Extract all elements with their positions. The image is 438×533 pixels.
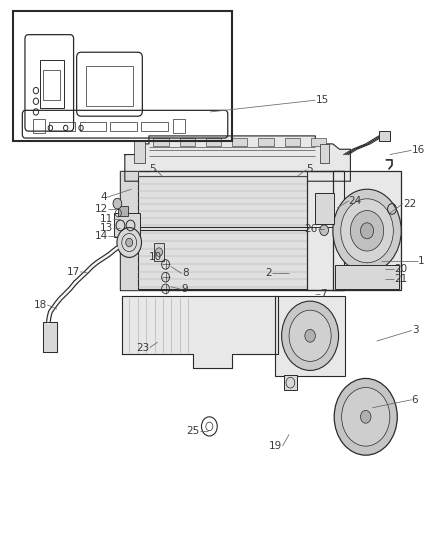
Bar	[118, 206, 128, 216]
Bar	[315, 193, 334, 224]
Bar	[110, 122, 137, 131]
Bar	[285, 138, 300, 146]
Bar	[86, 66, 133, 106]
Bar	[33, 119, 45, 133]
Text: 2: 2	[265, 268, 272, 278]
Bar	[275, 296, 345, 376]
Bar	[141, 122, 168, 131]
Circle shape	[282, 301, 339, 370]
Bar	[311, 138, 326, 146]
Polygon shape	[122, 296, 278, 368]
Text: 13: 13	[100, 223, 113, 232]
Bar	[232, 138, 247, 146]
Circle shape	[350, 211, 384, 251]
Text: 10: 10	[149, 252, 162, 262]
Text: 19: 19	[269, 441, 283, 451]
Polygon shape	[43, 322, 57, 352]
Bar	[173, 119, 185, 133]
Bar	[43, 70, 60, 100]
Text: 26: 26	[305, 224, 318, 234]
Text: 25: 25	[187, 426, 200, 435]
Circle shape	[341, 199, 393, 263]
Text: 9: 9	[182, 285, 188, 294]
Circle shape	[320, 225, 328, 236]
Text: 4: 4	[101, 192, 107, 202]
Text: 1: 1	[418, 256, 425, 266]
Circle shape	[342, 387, 390, 446]
Bar	[320, 144, 328, 163]
Text: 5: 5	[307, 165, 313, 174]
Text: 12: 12	[95, 205, 108, 214]
Bar	[134, 141, 145, 163]
Bar	[49, 122, 75, 131]
Bar	[284, 375, 297, 390]
Bar	[206, 138, 221, 146]
Circle shape	[334, 378, 397, 455]
Text: 16: 16	[412, 146, 425, 155]
Circle shape	[155, 248, 162, 256]
Circle shape	[126, 238, 133, 247]
Bar	[258, 138, 274, 146]
Bar	[120, 171, 344, 290]
Bar	[80, 122, 106, 131]
Bar	[333, 171, 401, 290]
Circle shape	[360, 410, 371, 423]
Bar	[13, 11, 232, 141]
Text: 23: 23	[137, 343, 150, 352]
Polygon shape	[120, 171, 138, 290]
Bar	[153, 138, 169, 146]
Text: 24: 24	[349, 196, 362, 206]
Circle shape	[289, 310, 331, 361]
Bar	[114, 213, 140, 237]
Polygon shape	[125, 136, 350, 181]
Text: 20: 20	[394, 264, 407, 274]
Text: 18: 18	[34, 300, 47, 310]
Text: 7: 7	[320, 289, 326, 299]
Circle shape	[117, 228, 141, 257]
Circle shape	[305, 329, 315, 342]
Text: 15: 15	[315, 95, 328, 105]
Text: 11: 11	[100, 214, 113, 223]
Text: 14: 14	[95, 231, 108, 240]
Circle shape	[360, 223, 374, 239]
Text: 6: 6	[412, 395, 418, 405]
Bar	[180, 138, 195, 146]
Bar	[379, 131, 390, 141]
Text: 21: 21	[394, 274, 407, 284]
Bar	[40, 60, 64, 108]
Text: 22: 22	[403, 199, 416, 208]
Circle shape	[333, 189, 401, 272]
Circle shape	[113, 198, 122, 209]
Text: 3: 3	[412, 326, 418, 335]
Bar	[138, 176, 307, 227]
Text: 17: 17	[67, 267, 80, 277]
Text: 5: 5	[149, 165, 155, 174]
Bar	[138, 230, 307, 289]
Bar	[154, 243, 164, 261]
Text: 8: 8	[182, 269, 188, 278]
Bar	[335, 265, 399, 289]
